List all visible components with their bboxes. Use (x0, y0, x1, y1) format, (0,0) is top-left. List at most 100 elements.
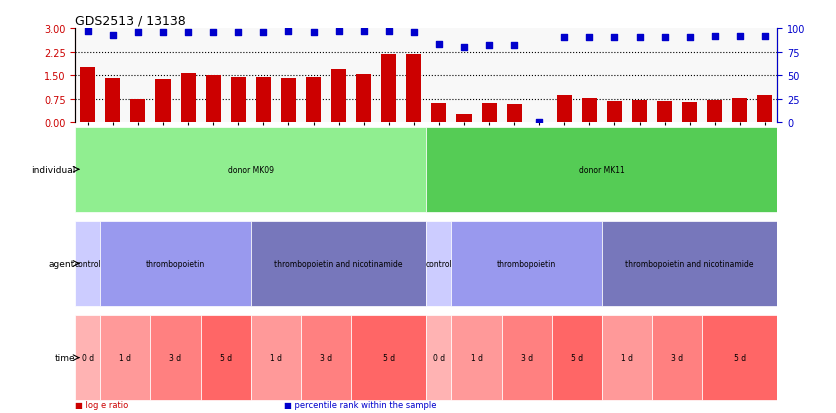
Text: 3 d: 3 d (521, 353, 533, 362)
Bar (557, 95, 572, 123)
Bar (582, 99, 597, 123)
Text: 1 d: 1 d (120, 353, 131, 362)
Point (282, 28, 295, 35)
Bar (381, 55, 396, 123)
Bar (356, 74, 371, 123)
FancyBboxPatch shape (502, 316, 552, 400)
FancyBboxPatch shape (602, 221, 777, 306)
Text: thrombopoietin and nicotinamide: thrombopoietin and nicotinamide (274, 259, 403, 268)
Bar (331, 70, 346, 123)
Point (608, 35, 621, 42)
Bar (657, 102, 672, 123)
FancyBboxPatch shape (150, 316, 201, 400)
Text: control: control (426, 259, 452, 268)
FancyBboxPatch shape (552, 316, 602, 400)
Text: 5 d: 5 d (220, 353, 232, 362)
Point (106, 32, 120, 39)
Point (507, 43, 521, 49)
Text: 1 d: 1 d (621, 353, 633, 362)
Point (683, 35, 696, 42)
Bar (256, 78, 271, 123)
FancyBboxPatch shape (652, 316, 702, 400)
Bar (757, 95, 772, 123)
Bar (281, 78, 296, 123)
FancyBboxPatch shape (75, 128, 426, 212)
Bar (732, 99, 747, 123)
Point (357, 28, 370, 35)
Text: 3 d: 3 d (671, 353, 683, 362)
Text: ■ log e ratio: ■ log e ratio (75, 400, 129, 409)
Point (457, 44, 471, 51)
Bar (206, 76, 221, 123)
FancyBboxPatch shape (100, 316, 150, 400)
Point (482, 43, 496, 49)
Text: 1 d: 1 d (471, 353, 482, 362)
FancyBboxPatch shape (75, 221, 100, 306)
Text: time: time (54, 353, 75, 362)
Point (307, 29, 320, 36)
FancyBboxPatch shape (100, 221, 251, 306)
Text: 0 d: 0 d (433, 353, 445, 362)
Point (533, 120, 546, 126)
Text: 3 d: 3 d (170, 353, 181, 362)
Point (583, 35, 596, 42)
Bar (406, 55, 421, 123)
Point (558, 35, 571, 42)
Bar (130, 100, 145, 123)
Point (708, 34, 721, 40)
FancyBboxPatch shape (451, 316, 502, 400)
Point (131, 29, 145, 36)
Bar (456, 114, 472, 123)
Bar (607, 102, 622, 123)
Text: ■ percentile rank within the sample: ■ percentile rank within the sample (284, 400, 436, 409)
Bar (431, 104, 446, 123)
Point (382, 28, 395, 35)
Bar (682, 102, 697, 123)
Bar (482, 103, 497, 123)
Bar (306, 78, 321, 123)
Point (658, 35, 671, 42)
Point (733, 34, 747, 40)
FancyBboxPatch shape (426, 316, 451, 400)
Text: 5 d: 5 d (383, 353, 395, 362)
Bar (155, 80, 171, 123)
FancyBboxPatch shape (602, 316, 652, 400)
Point (407, 29, 421, 36)
Text: agent: agent (49, 259, 75, 268)
Text: 5 d: 5 d (571, 353, 583, 362)
Point (206, 29, 220, 36)
Point (633, 35, 646, 42)
Text: 3 d: 3 d (320, 353, 332, 362)
Text: thrombopoietin and nicotinamide: thrombopoietin and nicotinamide (625, 259, 754, 268)
Bar (707, 100, 722, 123)
FancyBboxPatch shape (251, 221, 426, 306)
Point (156, 29, 170, 36)
FancyBboxPatch shape (451, 221, 602, 306)
Text: donor MK09: donor MK09 (227, 165, 274, 174)
FancyBboxPatch shape (702, 316, 777, 400)
FancyBboxPatch shape (351, 316, 426, 400)
Text: control: control (74, 259, 101, 268)
FancyBboxPatch shape (251, 316, 301, 400)
FancyBboxPatch shape (201, 316, 251, 400)
Point (432, 42, 446, 48)
Text: individual: individual (31, 165, 75, 174)
Text: 0 d: 0 d (82, 353, 94, 362)
Text: GDS2513 / 13138: GDS2513 / 13138 (75, 15, 186, 28)
Bar (507, 105, 522, 123)
FancyBboxPatch shape (426, 128, 777, 212)
Bar (181, 74, 196, 123)
Point (181, 29, 195, 36)
Text: thrombopoietin: thrombopoietin (497, 259, 556, 268)
Text: 1 d: 1 d (270, 353, 282, 362)
FancyBboxPatch shape (75, 316, 100, 400)
Point (81, 28, 94, 35)
Point (758, 34, 772, 40)
Bar (105, 79, 120, 123)
FancyBboxPatch shape (301, 316, 351, 400)
Point (257, 29, 270, 36)
Text: donor MK11: donor MK11 (579, 165, 624, 174)
FancyBboxPatch shape (426, 221, 451, 306)
Text: 5 d: 5 d (734, 353, 746, 362)
Point (232, 29, 245, 36)
